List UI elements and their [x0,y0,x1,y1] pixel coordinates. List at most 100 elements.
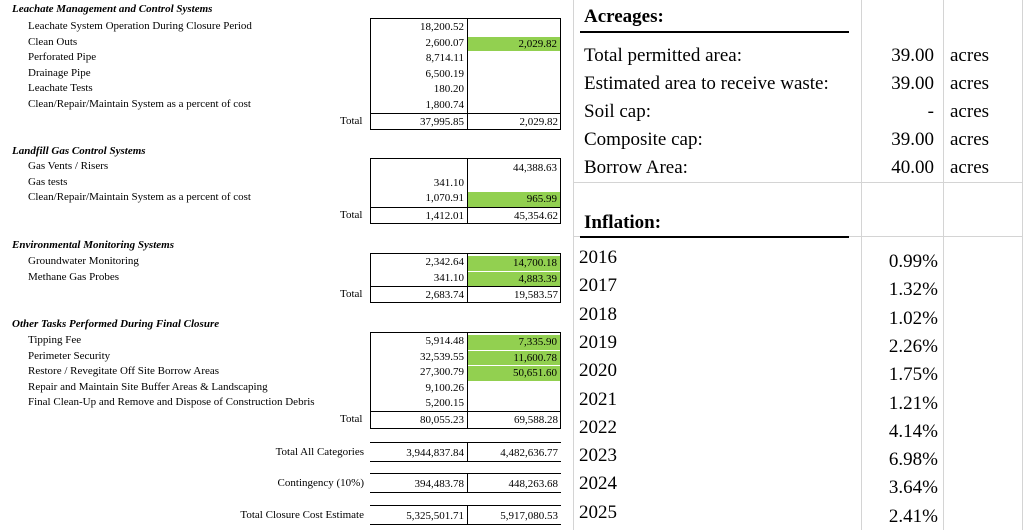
total-closure-cost-divider [467,505,468,524]
contingency-bottom-rule [370,492,561,493]
leachate-values-box [370,18,561,130]
acreages-title: Acreages: [584,6,664,27]
contingency-label: Contingency (10%) [277,477,364,489]
leachate-row-col2 [468,99,560,114]
inflation-rate: 1.02% [888,307,938,329]
total-closure-cost-bottom-rule [370,524,561,525]
acreage-unit: acres [950,157,990,178]
leachate-row-label: Drainage Pipe [28,66,91,79]
gas-total-rule [370,207,561,208]
gas-total-label: Total [340,209,363,221]
inflation-year: 2025 [579,501,617,523]
leachate-row-col1: 180.20 [433,83,464,95]
acreage-unit: acres [950,101,990,122]
inflation-rate: 2.26% [888,335,938,357]
gas-row-col2 [468,177,560,192]
leachate-row-label: Clean/Repair/Maintain System as a percen… [28,97,251,110]
other-row-col2 [468,397,560,412]
gas-row-label: Clean/Repair/Maintain System as a percen… [28,191,251,203]
env-row-label: Groundwater Monitoring [28,255,139,267]
other-row-label: Final Clean-Up and Remove and Dispose of… [28,396,315,408]
total-all-categories-top-rule [370,442,561,443]
env-values-box [370,253,561,303]
acreage-value: 39.00 [891,45,934,66]
other-values-box [370,332,561,429]
inflation-rate: 1.21% [888,392,938,414]
env-total-col2: 19,583.57 [514,289,558,301]
inflation-rate: 1.75% [888,364,938,386]
acreages-title-underline [580,31,849,33]
total-all-categories-label: Total All Categories [275,446,364,458]
total-closure-cost-label: Total Closure Cost Estimate [240,509,364,521]
leachate-row-col1: 1,800.74 [425,98,465,111]
total-all-categories-divider [467,442,468,461]
other-row-col1: 27,300.79 [420,366,464,378]
leachate-total-col2: 2,029.82 [519,116,559,128]
leachate-row-label: Perforated Pipe [28,51,97,63]
leachate-row-col2: 2,029.82 [468,36,560,51]
acreage-unit: acres [950,45,990,66]
inflation-year: 2022 [579,416,617,438]
leachate-row-col2 [468,83,560,98]
total-closure-cost-col1: 5,325,501.71 [406,510,464,522]
acreage-value: 39.00 [891,129,934,150]
contingency-divider [467,473,468,492]
leachate-total-label: Total [340,115,363,127]
grid-row-line [573,182,1023,183]
leachate-section-title: Leachate Management and Control Systems [12,3,213,15]
gas-row-col2: 44,388.63 [513,162,557,174]
env-row-col1: 2,342.64 [425,256,465,268]
grid-column-line [573,0,574,530]
other-total-rule [370,411,561,412]
other-row-label: Restore / Revegitate Off Site Borrow Are… [28,365,220,377]
other-column-divider [467,332,468,429]
gas-row-col2: 965.99 [468,192,560,207]
leachate-row-col1: 6,500.19 [425,67,465,80]
inflation-rate: 6.98% [888,449,938,471]
acreage-label: Estimated area to receive waste: [584,73,829,94]
gas-total-col2: 45,354.62 [514,210,558,222]
contingency-top-rule [370,473,561,474]
grid-column-line [943,0,944,530]
inflation-year: 2023 [579,445,617,467]
total-all-categories-bottom-rule [370,461,561,462]
total-closure-cost-top-rule [370,505,561,506]
inflation-rate: 2.41% [888,505,938,527]
inflation-title-underline [580,236,849,238]
env-column-divider [467,253,468,303]
acreage-label: Total permitted area: [584,45,742,66]
other-row-label: Perimeter Security [28,349,111,362]
gas-row-col1 [370,160,467,176]
other-row-col1: 5,914.48 [425,335,465,347]
env-row-col1: 341.10 [433,271,464,284]
inflation-rate: 3.64% [888,477,938,499]
gas-row-col1: 341.10 [433,176,464,189]
grid-column-line [861,0,862,530]
leachate-column-divider [467,18,468,130]
other-row-col1: 5,200.15 [425,397,465,409]
leachate-row-col2 [468,21,560,36]
other-row-col2: 7,335.90 [468,335,560,350]
other-total-col2: 69,588.28 [514,414,558,426]
other-row-label: Repair and Maintain Site Buffer Areas & … [28,380,268,393]
leachate-row-col2 [468,52,560,67]
gas-row-label: Gas tests [28,175,68,188]
leachate-row-col1: 8,714.11 [425,52,464,64]
inflation-year: 2016 [579,247,617,268]
gas-values-box [370,158,561,224]
leachate-total-col1: 37,995.85 [420,116,464,128]
env-section-title: Environmental Monitoring Systems [12,239,174,251]
other-total-label: Total [340,413,363,425]
leachate-row-label: Leachate Tests [28,82,93,94]
inflation-year: 2018 [579,303,617,325]
gas-section-title: Landfill Gas Control Systems [12,145,146,157]
other-total-col1: 80,055.23 [420,414,464,426]
leachate-row-label: Leachate System Operation During Closure… [28,20,252,32]
contingency-col2: 448,263.68 [508,478,559,490]
acreage-value: 39.00 [891,73,934,94]
env-row-label: Methane Gas Probes [28,270,120,283]
env-total-label: Total [340,288,363,300]
gas-row-label: Gas Vents / Risers [28,160,109,172]
leachate-row-col2 [468,68,560,83]
leachate-row-label: Clean Outs [28,35,78,48]
